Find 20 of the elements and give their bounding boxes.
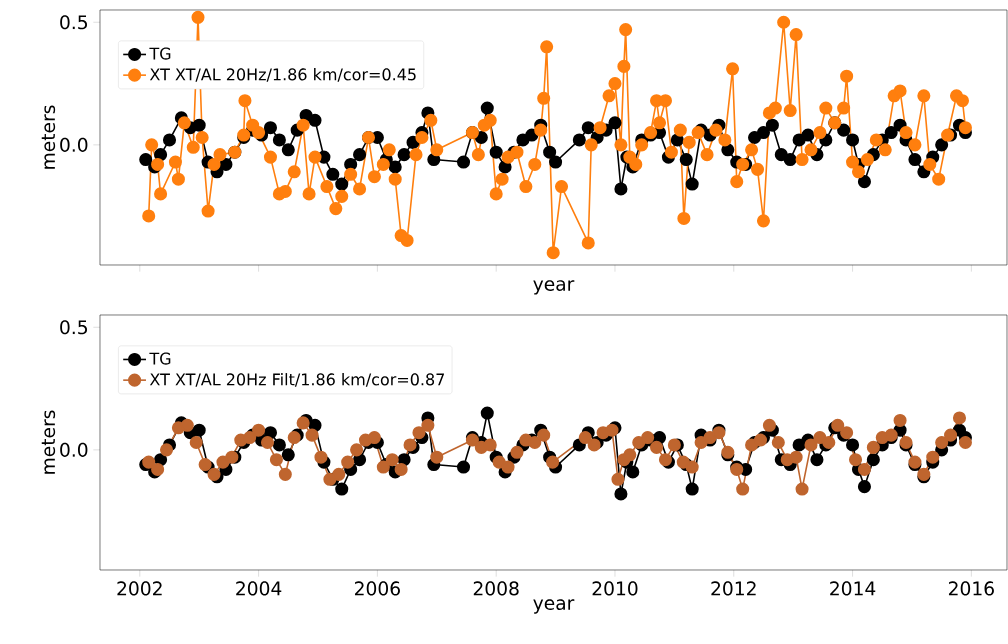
y-tick-label: 0.0	[60, 137, 88, 152]
y-tick-label: 0.5	[60, 15, 88, 30]
x-axis-title: year	[533, 280, 575, 295]
x-tick-label: 2006	[354, 581, 400, 596]
x-tick-label: 2016	[948, 581, 994, 596]
x-tick-label: 2014	[830, 581, 876, 596]
x-tick-label: 2010	[592, 581, 638, 596]
y-tick-label: 0.5	[60, 320, 88, 335]
x-axis-title: year	[533, 599, 575, 614]
legend-label: XT XT/AL 20Hz Filt/1.86 km/cor=0.87	[149, 373, 444, 387]
y-axis-title: meters	[41, 410, 56, 474]
x-tick-label: 2004	[236, 581, 282, 596]
legend-label: TG	[149, 47, 171, 60]
y-axis-title: meters	[41, 105, 56, 169]
legend-label: TG	[149, 352, 171, 365]
legend-label: XT XT/AL 20Hz/1.86 km/cor=0.45	[149, 68, 416, 82]
x-tick-label: 2008	[473, 581, 519, 596]
y-tick-label: 0.0	[60, 442, 88, 457]
x-tick-label: 2012	[711, 581, 756, 596]
x-tick-label: 2002	[117, 581, 162, 596]
